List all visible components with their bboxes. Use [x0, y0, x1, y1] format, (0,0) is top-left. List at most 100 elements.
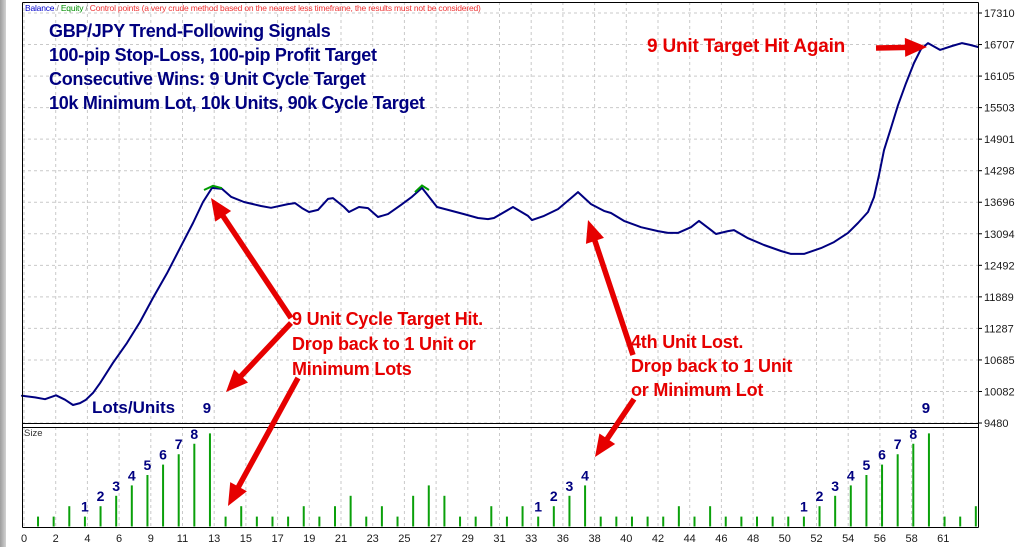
legend-separator: /	[54, 3, 61, 13]
annotation-unit-lost: 4th Unit Lost. Drop back to 1 Unit or Mi…	[631, 330, 792, 402]
x-axis-label: 23	[367, 533, 379, 545]
x-axis-label: 19	[303, 533, 315, 545]
size-bars	[37, 433, 977, 527]
x-axis-label: 17	[271, 533, 283, 545]
annotation-target-hit-again: 9 Unit Target Hit Again	[647, 36, 846, 57]
unit-count-label: 7	[175, 436, 183, 452]
unit-count-label: 1	[81, 499, 89, 515]
y-axis-labels: 17310 16707 16105 15503 14901 14298 13696 13094…	[978, 8, 1015, 430]
arrow-shaft	[234, 376, 301, 492]
nine-units-label: 9	[922, 400, 930, 417]
x-axis-label: 31	[493, 533, 505, 545]
x-axis-label: 44	[684, 533, 696, 545]
x-axis-label: 11	[177, 533, 188, 545]
axes-borders	[22, 2, 979, 528]
x-axis-label: 56	[874, 533, 886, 545]
x-axis-label: 40	[620, 533, 632, 545]
unit-count-label: 2	[97, 488, 105, 504]
annotation-line: Drop back to 1 Unit	[631, 356, 793, 376]
x-axis-label: 15	[240, 533, 252, 545]
x-axis-label: 21	[335, 533, 347, 545]
arrow-shaft	[591, 236, 636, 356]
x-axis-label: 2	[53, 533, 59, 545]
y-axis-label: 14298	[984, 166, 1015, 178]
arrow-head	[211, 198, 232, 222]
y-axis-label: 11287	[984, 323, 1014, 335]
unit-count-label: 4	[128, 467, 136, 483]
unit-count-label: 4	[847, 467, 855, 483]
y-axis-label: 16707	[984, 40, 1015, 52]
x-axis-label: 9	[148, 533, 154, 545]
y-axis-label: 10685	[984, 355, 1015, 367]
x-axis-label: 36	[557, 533, 569, 545]
annotation-cycle-target-hit: 9 Unit Cycle Target Hit. Drop back to 1 …	[292, 307, 483, 382]
unit-count-label: 1	[534, 499, 542, 515]
y-axis-label: 9480	[984, 418, 1008, 430]
arrow-shaft	[602, 397, 637, 444]
x-axis-labels: 0 2 4 6 9 11 13 15 17 19 21 23 25 27 29 31 33 36 38 40 42 44 4…	[21, 533, 949, 545]
unit-count-label: 8	[190, 426, 198, 442]
x-axis-label: 58	[905, 533, 917, 545]
x-axis-label: 54	[842, 533, 854, 545]
balance-curve	[21, 42, 979, 406]
x-axis-label: 48	[747, 533, 759, 545]
y-axis-label: 10082	[984, 386, 1015, 398]
legend-control-points: Control points (a very crude method base…	[89, 3, 481, 13]
equity-peaks	[203, 184, 430, 193]
x-axis-label: 25	[398, 533, 410, 545]
arrow-head	[585, 220, 604, 244]
y-axis-label: 16105	[984, 71, 1015, 83]
annotation-line: Drop back to 1 Unit or	[292, 334, 476, 354]
y-axis-label: 13094	[984, 229, 1015, 241]
x-axis-label: 42	[652, 533, 664, 545]
arrow-shaft	[236, 321, 294, 381]
unit-count-label: 6	[878, 447, 886, 463]
x-axis-label: 4	[84, 533, 90, 545]
chart-title-annotation: GBP/JPY Trend-Following Signals 100-pip …	[49, 19, 425, 115]
unit-count-label: 2	[816, 488, 824, 504]
x-axis-label: 52	[810, 533, 822, 545]
x-axis-label: 29	[462, 533, 474, 545]
legend-equity: Equity	[60, 3, 84, 13]
arrow-shaft	[875, 44, 910, 51]
unit-count-label: 8	[909, 426, 917, 442]
annotation-line: Minimum Lots	[292, 359, 412, 379]
window-edge	[0, 0, 6, 547]
x-axis-label: 50	[779, 533, 791, 545]
lots-units-label: Lots/Units	[92, 398, 176, 417]
x-axis-label: 13	[208, 533, 220, 545]
y-axis-label: 17310	[984, 8, 1015, 20]
unit-count-label: 5	[144, 457, 152, 473]
nine-units-label: 9	[203, 400, 211, 417]
x-axis-label: 46	[715, 533, 727, 545]
arrow-head	[226, 369, 249, 392]
unit-count-label: 6	[159, 447, 167, 463]
y-axis-label: 11889	[984, 292, 1014, 304]
unit-count-label: 3	[112, 478, 120, 494]
y-axis-label: 13696	[984, 197, 1015, 209]
title-line: Consecutive Wins: 9 Unit Cycle Target	[49, 69, 366, 89]
annotation-line: 4th Unit Lost.	[631, 332, 744, 352]
title-line: 100-pip Stop-Loss, 100-pip Profit Target	[49, 45, 377, 65]
chart-legend: Balance / Equity / Control points (a ver…	[25, 3, 481, 13]
unit-count-label: 1	[800, 499, 808, 515]
title-line: 10k Minimum Lot, 10k Units, 90k Cycle Ta…	[49, 93, 425, 113]
legend-separator: /	[83, 3, 90, 13]
unit-count-label: 3	[831, 478, 839, 494]
x-axis-label: 33	[525, 533, 537, 545]
arrow-head	[904, 37, 927, 57]
unit-count-label: 3	[566, 478, 574, 494]
arrow-shaft	[218, 211, 294, 320]
unit-count-label: 5	[863, 457, 871, 473]
y-axis-label: 15503	[984, 103, 1015, 115]
x-axis-label: 27	[430, 533, 442, 545]
annotation-line: 9 Unit Cycle Target Hit.	[292, 309, 483, 329]
x-axis-label: 61	[937, 533, 949, 545]
x-axis-label: 38	[588, 533, 600, 545]
arrow-head	[595, 433, 616, 457]
y-axis-label: 12492	[984, 260, 1015, 272]
arrow-head	[228, 482, 247, 506]
x-axis-label: 6	[116, 533, 122, 545]
